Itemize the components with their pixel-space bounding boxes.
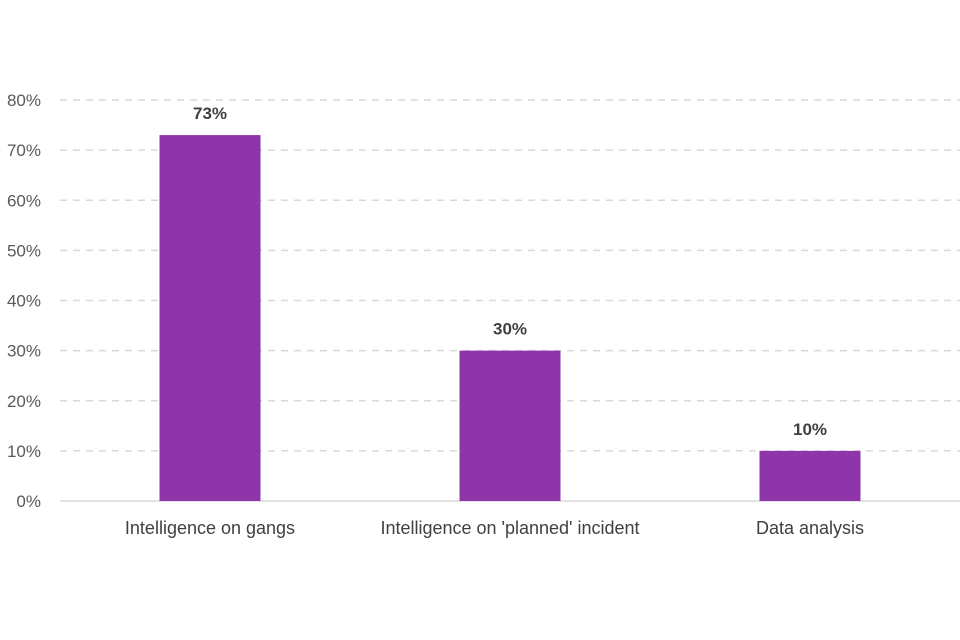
y-axis-tick-labels: 0% 10% 20% 30% 40% 50% 60% 70% 80% <box>7 91 41 511</box>
bar-2 <box>759 450 861 501</box>
y-tick-label: 30% <box>7 342 41 361</box>
y-tick-label: 70% <box>7 141 41 160</box>
y-tick-label: 40% <box>7 292 41 311</box>
data-label: 73% <box>193 104 227 123</box>
category-label: Intelligence on gangs <box>125 518 295 538</box>
category-label: Intelligence on 'planned' incident <box>380 518 639 538</box>
y-tick-label: 60% <box>7 191 41 210</box>
y-tick-label: 0% <box>16 492 41 511</box>
y-tick-label: 20% <box>7 392 41 411</box>
category-label: Data analysis <box>756 518 864 538</box>
y-tick-label: 10% <box>7 442 41 461</box>
y-tick-label: 80% <box>7 91 41 110</box>
data-label: 10% <box>793 420 827 439</box>
data-label: 30% <box>493 320 527 339</box>
bar-0 <box>159 135 261 501</box>
x-axis-category-labels: Intelligence on gangs Intelligence on 'pl… <box>125 518 864 538</box>
bar-1 <box>459 350 561 501</box>
y-tick-label: 50% <box>7 241 41 260</box>
bars <box>159 135 861 501</box>
data-labels: 73% 30% 10% <box>193 104 827 439</box>
